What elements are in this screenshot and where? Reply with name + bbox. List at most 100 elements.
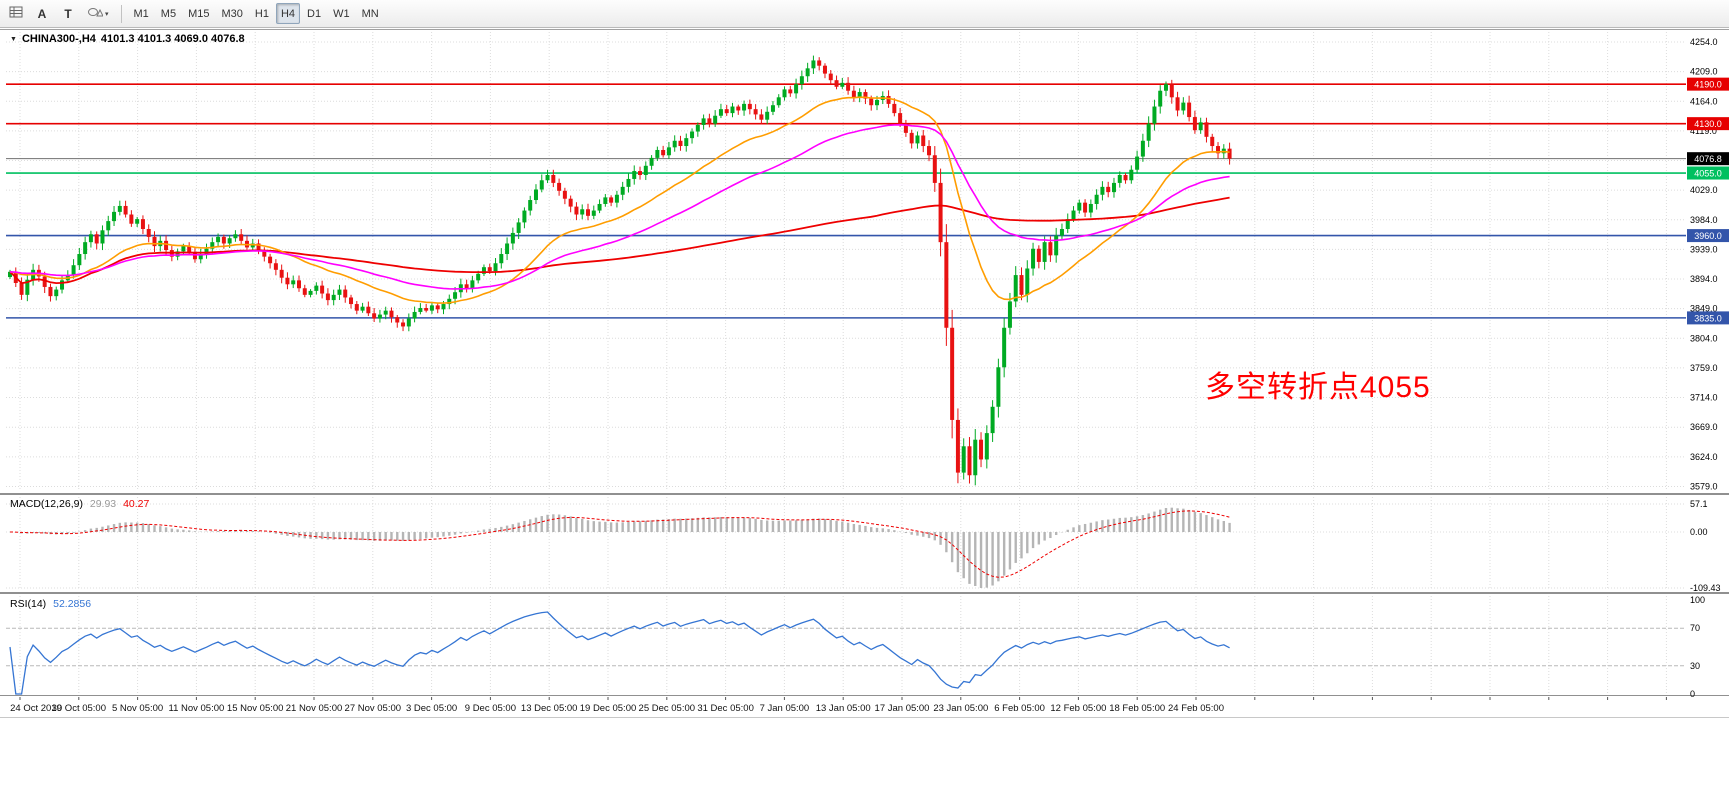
candle-body [1129, 169, 1134, 181]
candle-body [227, 238, 232, 244]
horizontal-level-lines[interactable] [6, 83, 1686, 319]
candle-body [539, 180, 544, 190]
time-axis-label: 12 Feb 05:00 [1050, 703, 1107, 714]
macd-tick-label: 57.1 [1690, 499, 1708, 509]
timeframe-button-d1[interactable]: D1 [302, 3, 326, 24]
candle-body [337, 289, 342, 295]
candle-body [424, 308, 429, 311]
svg-text:4076.8: 4076.8 [1694, 154, 1722, 164]
candle-body [776, 97, 781, 106]
candle-body [164, 240, 169, 251]
candle-body [903, 123, 908, 133]
candle-body [522, 210, 527, 223]
candle-body [580, 209, 585, 215]
candle-body [886, 95, 891, 104]
candle-body [649, 157, 654, 166]
candle-body [499, 254, 504, 264]
candle-body [1083, 202, 1088, 213]
candle-body [811, 60, 816, 69]
svg-text:3835.0: 3835.0 [1694, 313, 1722, 323]
candle-body [863, 92, 868, 99]
timeframe-button-w1[interactable]: W1 [328, 3, 355, 24]
candle-body [840, 82, 845, 87]
time-axis-label: 27 Nov 05:00 [344, 703, 402, 714]
candle-body [695, 124, 700, 132]
candle-body [1169, 84, 1174, 98]
candle-body [632, 171, 637, 179]
candle-body [1158, 90, 1163, 107]
timeframe-button-mn[interactable]: MN [357, 3, 384, 24]
candle-body [984, 433, 989, 460]
symbol-title: CHINA300-,H4 [21, 33, 96, 45]
candle-body [366, 306, 371, 314]
timeframe-button-h1[interactable]: H1 [250, 3, 274, 24]
candle-body [233, 234, 238, 239]
candle-body [1042, 242, 1047, 262]
candle-body [152, 236, 157, 247]
timeframe-button-m1[interactable]: M1 [129, 3, 154, 24]
candle-body [354, 304, 359, 311]
panel-frame [0, 29, 1729, 718]
candle-body [973, 439, 978, 476]
text-label-tool-button[interactable]: T [56, 3, 80, 24]
price-axis[interactable]: 4254.04209.04164.04119.04074.04029.03984… [1687, 37, 1729, 699]
timeframe-button-m5[interactable]: M5 [156, 3, 181, 24]
candle-body [655, 149, 660, 158]
timeframe-button-m15[interactable]: M15 [183, 3, 214, 24]
time-axis-label: 5 Nov 05:00 [111, 703, 164, 714]
candle-body [626, 178, 631, 187]
price-badge: 4130.0 [1687, 117, 1729, 131]
candle-body [360, 306, 365, 311]
candle-body [759, 114, 764, 120]
candle-body [297, 280, 301, 289]
macd-label: MACD(12,26,9) 29.93 40.27 [10, 498, 153, 510]
timeframe-button-h4[interactable]: H4 [275, 3, 301, 24]
svg-text:4055.0: 4055.0 [1694, 169, 1722, 179]
candle-body [1181, 102, 1186, 111]
candle-body [19, 282, 24, 295]
time-axis-label: 3 Dec 05:00 [405, 703, 458, 714]
candle-body [204, 248, 209, 255]
candle-body [1146, 123, 1151, 141]
candle-body [927, 146, 932, 156]
collapse-ohlc-icon[interactable]: ▼ [10, 35, 17, 43]
candle-body [857, 92, 862, 98]
candle-body [1111, 182, 1116, 193]
shapes-icon [87, 5, 104, 22]
grid-tool-button[interactable] [4, 3, 28, 24]
candle-body [1204, 122, 1209, 137]
candle-body [996, 367, 1001, 407]
candle-body [1077, 202, 1082, 211]
candle-body [990, 406, 995, 434]
svg-text:4130.0: 4130.0 [1694, 119, 1722, 129]
time-axis-label: 30 Oct 05:00 [51, 703, 106, 714]
timeframe-button-m30[interactable]: M30 [216, 3, 247, 24]
shapes-tool-button[interactable]: ▾ [82, 3, 114, 24]
time-axis[interactable]: 24 Oct 2019 30 Oct 05:00 5 Nov 05:00 11 Nov… [0, 701, 1690, 717]
candle-body [822, 65, 827, 74]
candle-body [1088, 203, 1093, 213]
candle-body [470, 280, 475, 289]
candle-body [487, 267, 492, 272]
candle-body [944, 242, 949, 328]
text-tool-button[interactable]: A [30, 3, 54, 24]
price-tick-label: 4029.0 [1690, 185, 1718, 195]
candle-body [343, 289, 348, 298]
macd-value-signal: 40.27 [123, 498, 150, 510]
candle-body [915, 135, 920, 144]
candle-body [1007, 301, 1012, 328]
time-axis-label: 15 Nov 05:00 [226, 703, 284, 714]
price-tick-label: 3579.0 [1690, 481, 1718, 491]
grid-icon [9, 5, 23, 22]
price-badge: 4076.8 [1687, 152, 1729, 166]
candle-body [1175, 97, 1180, 111]
annotation-text[interactable]: 多空转折点4055 [1205, 371, 1431, 404]
candle-body [256, 243, 261, 251]
ma-line-slow-red [9, 196, 1230, 285]
candle-body [331, 294, 336, 301]
chevron-down-icon: ▾ [105, 10, 109, 18]
candle-body [851, 90, 856, 98]
macd-value-main: 29.93 [89, 498, 117, 510]
candle-body [834, 80, 839, 87]
